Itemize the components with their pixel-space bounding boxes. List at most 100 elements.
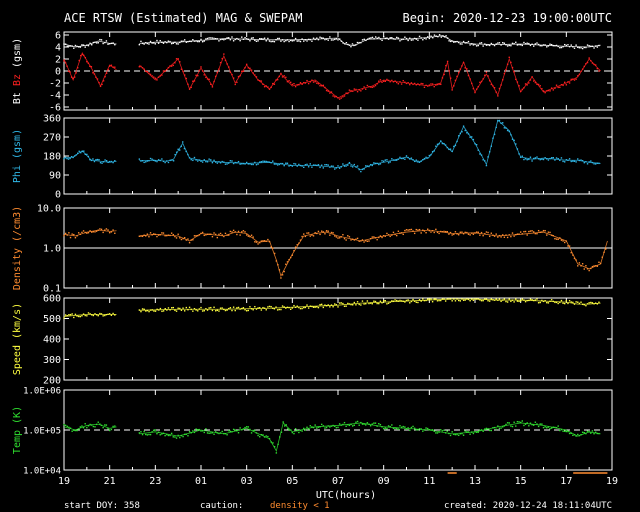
data-point (187, 40, 189, 43)
data-point (231, 73, 233, 76)
data-point (591, 302, 594, 304)
data-point (226, 163, 228, 165)
data-point (291, 254, 294, 256)
data-point (511, 232, 514, 234)
data-point (216, 432, 219, 434)
data-point (382, 160, 385, 162)
data-point (224, 232, 227, 235)
y-tick-label: 360 (43, 114, 61, 125)
data-point (159, 159, 161, 162)
data-point (107, 229, 109, 231)
data-point (407, 299, 409, 301)
data-point (490, 298, 493, 300)
data-point (231, 231, 233, 233)
data-point (425, 231, 427, 234)
data-point (241, 231, 243, 233)
data-point (64, 156, 67, 159)
data-point (114, 44, 116, 46)
data-point (232, 229, 235, 232)
data-point (148, 433, 150, 436)
data-point (89, 42, 91, 45)
data-point (409, 229, 411, 231)
data-point (502, 234, 504, 236)
data-point (281, 162, 284, 165)
data-point (431, 301, 434, 303)
data-point (361, 239, 364, 241)
data-point (498, 119, 501, 122)
data-point (172, 42, 174, 44)
data-point (502, 122, 504, 124)
data-point (244, 67, 246, 69)
data-point (506, 129, 509, 132)
data-point (526, 422, 528, 424)
data-point (542, 426, 545, 429)
data-point (382, 235, 385, 237)
data-point (412, 230, 414, 232)
data-point (192, 430, 194, 432)
data-point (433, 85, 435, 88)
data-point (232, 77, 235, 79)
data-point (573, 303, 576, 305)
data-point (327, 90, 329, 92)
data-point (228, 66, 230, 68)
data-point (399, 232, 401, 234)
data-point (329, 234, 331, 236)
data-point (241, 163, 243, 165)
data-point (373, 300, 375, 302)
data-point (567, 81, 569, 83)
data-point (79, 233, 82, 235)
data-point (462, 299, 465, 301)
data-point (183, 310, 186, 312)
data-point (477, 44, 479, 47)
data-point (159, 234, 161, 236)
data-point (570, 44, 572, 46)
data-point (255, 40, 258, 43)
data-point (75, 72, 77, 74)
series-line (63, 423, 117, 431)
data-point (577, 158, 579, 160)
data-point (277, 264, 279, 266)
data-point (89, 423, 91, 426)
data-point (544, 157, 546, 159)
data-point (197, 234, 199, 237)
data-point (453, 41, 455, 43)
data-point (585, 304, 587, 307)
data-point (178, 149, 181, 151)
data-point (329, 92, 331, 94)
data-point (92, 314, 95, 317)
data-point (280, 40, 282, 42)
data-point (454, 433, 457, 436)
data-point (345, 425, 347, 427)
x-tick-label: 11 (423, 476, 435, 487)
data-point (254, 74, 256, 76)
data-point (216, 71, 219, 74)
data-point (371, 423, 373, 425)
data-point (192, 39, 194, 41)
data-point (493, 299, 496, 301)
data-point (317, 38, 320, 41)
data-point (156, 432, 158, 435)
data-point (73, 233, 75, 236)
data-point (242, 307, 245, 309)
data-point (301, 430, 303, 432)
data-point (519, 156, 522, 158)
data-point (557, 157, 559, 160)
data-point (143, 234, 145, 236)
data-point (180, 434, 183, 437)
data-point (524, 300, 527, 303)
data-point (399, 81, 401, 83)
data-point (338, 98, 341, 100)
data-point (245, 161, 248, 164)
data-point (322, 167, 325, 169)
data-point (345, 165, 347, 167)
data-point (203, 234, 205, 237)
data-point (394, 299, 396, 301)
data-point (506, 63, 509, 66)
data-point (467, 133, 470, 135)
data-point (441, 142, 444, 145)
data-point (309, 235, 311, 237)
data-point (510, 425, 512, 427)
